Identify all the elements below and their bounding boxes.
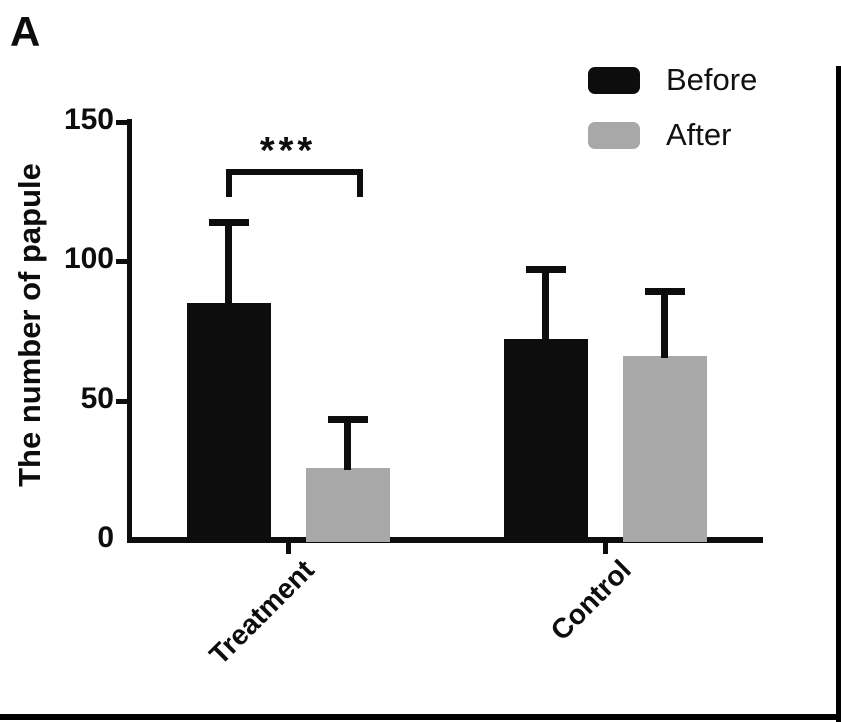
legend: Before After [588,62,757,153]
legend-item-before: Before [588,62,757,98]
significance-stars: *** [259,130,317,172]
error-bar-cap [525,265,566,273]
panel-label: A [10,8,41,55]
significance-bracket [225,169,363,197]
error-bar-stem [225,219,232,306]
x-category-label-treatment: Treatment [203,554,320,671]
y-axis-title: The number of papule [12,163,47,487]
y-tick-label: 50 [80,381,114,415]
legend-item-after: After [588,117,757,153]
error-bar-cap [208,218,249,226]
legend-label: After [666,117,732,152]
error-bar-stem [661,289,668,359]
error-bar-stem [344,417,351,470]
x-axis-line [127,537,763,543]
y-tick-label: 150 [63,103,114,136]
legend-label: Before [666,62,758,97]
legend-swatch-after [588,121,640,149]
error-bar-cap [644,288,685,296]
y-tick-mark [116,398,127,404]
bar-treatment-before [186,303,271,542]
bar-control-before [503,339,588,542]
error-bar-cap [327,416,368,424]
y-axis-line [127,119,132,543]
x-tick-mark [603,543,608,554]
x-category-label-control: Control [544,554,637,647]
legend-swatch-before [588,66,640,94]
bar-treatment-after [305,467,390,542]
y-tick-label: 100 [63,242,114,276]
y-tick-mark [116,120,127,125]
y-tick-label: 0 [97,521,114,554]
x-tick-mark [286,543,291,554]
error-bar-stem [542,266,549,342]
figure-bottom-border [0,714,841,720]
bar-control-after [622,356,707,542]
y-tick-mark [116,259,127,265]
figure-right-border [836,66,841,722]
